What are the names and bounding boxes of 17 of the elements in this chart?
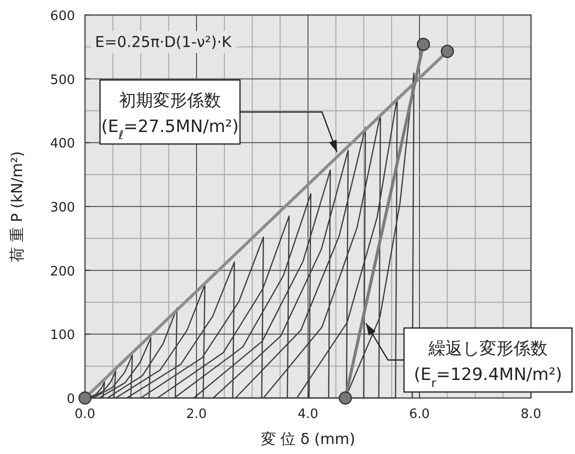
y-tick-label: 500	[50, 72, 75, 88]
x-tick-label: 6.0	[409, 407, 430, 422]
y-tick-label: 100	[50, 328, 75, 344]
x-axis-title: 変 位 δ (mm)	[260, 430, 356, 448]
x-tick-label: 4.0	[298, 407, 318, 422]
annotation: 初期変形係数 (E$_{ℓ}$=27.5MN/m²)	[101, 91, 239, 142]
y-tick-label: 300	[50, 200, 75, 216]
x-tick-label: 0.0	[74, 407, 96, 422]
x-tick-label: 8.0	[520, 407, 542, 422]
annotation: 繰返し変形係数 (E$_{r}$=129.4MN/m²)	[414, 339, 562, 390]
annotation: E=0.25π·D(1-ν²)·K	[95, 33, 233, 51]
y-tick-label: 600	[50, 9, 75, 24]
y-tick-label: 400	[50, 136, 75, 152]
y-axis-title: 荷 重 P (kN/m²)	[8, 151, 26, 262]
y-tick-label: 200	[50, 264, 75, 280]
y-tick-label: 0	[66, 392, 75, 407]
x-tick-label: 2.0	[186, 407, 207, 422]
